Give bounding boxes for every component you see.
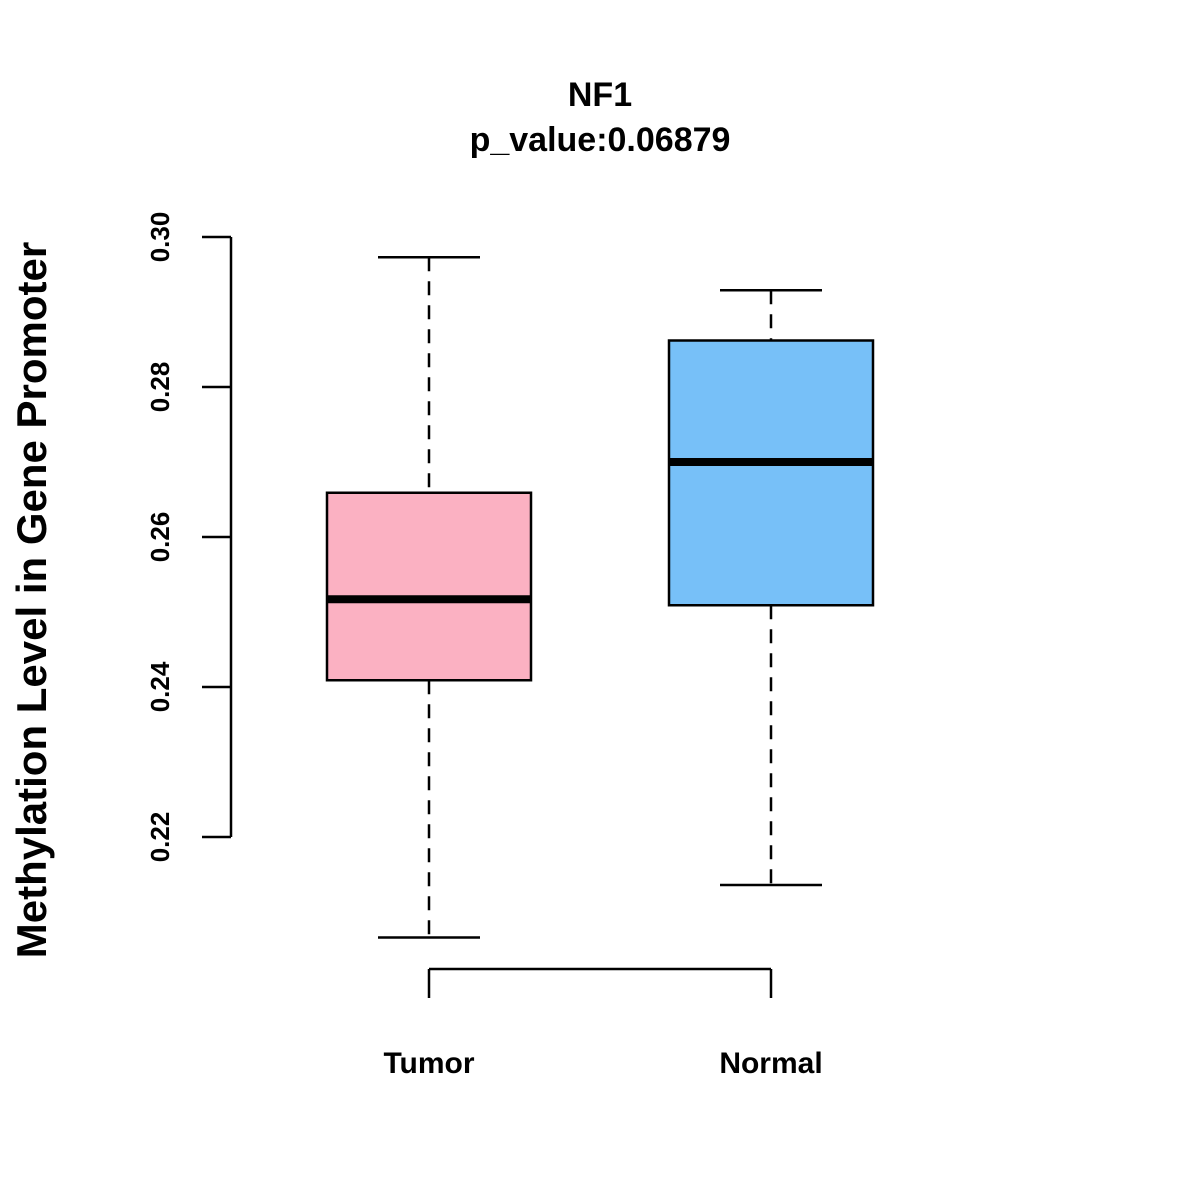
box-iqr [325,491,533,682]
boxes-group [325,256,875,939]
box-normal [667,289,875,887]
y-tick-label: 0.28 [145,362,175,413]
x-tick-label: Tumor [383,1047,474,1080]
chart-title: NF1 [568,76,632,114]
y-tick-label: 0.30 [145,212,175,263]
x-axis: Tumor Normal [383,967,823,1080]
box-iqr [667,339,875,607]
y-tick-label: 0.24 [145,661,175,712]
chart-subtitle: p_value:0.06879 [470,121,731,159]
y-tick-label: 0.26 [145,512,175,563]
box-tumor [325,256,533,939]
y-tick-label: 0.22 [145,812,175,863]
x-tick-label: Normal [719,1047,822,1080]
y-axis: 0.22 0.24 0.26 0.28 0.30 [145,212,233,863]
y-axis-label: Methylation Level in Gene Promoter [8,242,55,958]
